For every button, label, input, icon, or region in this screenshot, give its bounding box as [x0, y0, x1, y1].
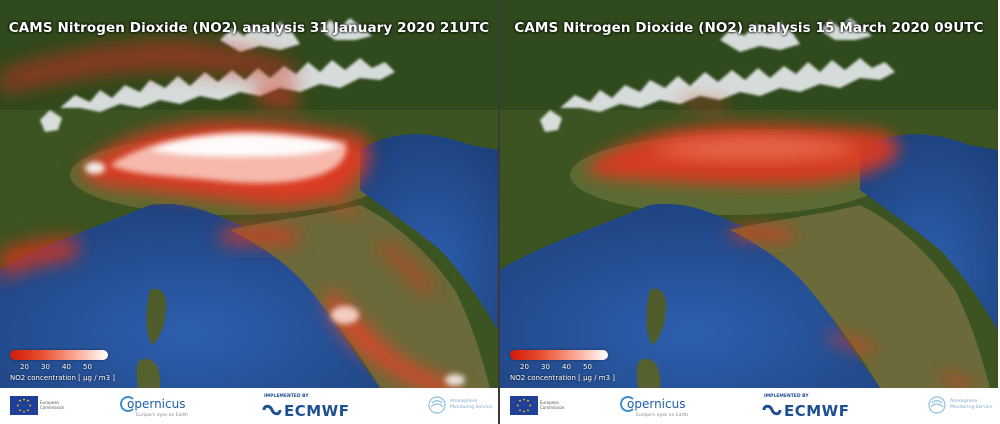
- ecmwf-implemented-by: IMPLEMENTED BY: [764, 394, 809, 399]
- eu-flag-icon: [10, 396, 38, 415]
- cams-swirl-icon: [428, 396, 446, 414]
- legend-tick: 20: [520, 363, 529, 371]
- legend-colorbar: [510, 350, 608, 360]
- legend-tick: 50: [83, 363, 92, 371]
- ecmwf-logo: IMPLEMENTED BY ECMWF: [762, 394, 852, 420]
- cams-swirl-icon: [928, 396, 946, 414]
- legend-tick: 40: [62, 363, 71, 371]
- eu-logo: European Commission: [510, 396, 564, 416]
- legend-label: NO2 concentration [ µg / m3 ]: [510, 374, 616, 382]
- cams-logo-text: Atmosphere Monitoring Service: [450, 399, 493, 410]
- ecmwf-mark-icon: [262, 404, 282, 416]
- legend-label: NO2 concentration [ µg / m3 ]: [10, 374, 116, 382]
- legend-tick: 30: [41, 363, 50, 371]
- legend-tick: 40: [562, 363, 571, 371]
- ecmwf-implemented-by: IMPLEMENTED BY: [264, 394, 309, 399]
- legend-tick: 50: [583, 363, 592, 371]
- map-view: CAMS Nitrogen Dioxide (NO2) analysis 15 …: [500, 0, 998, 388]
- ecmwf-wordmark: ECMWF: [784, 402, 850, 420]
- map-panel-march: CAMS Nitrogen Dioxide (NO2) analysis 15 …: [500, 0, 1000, 424]
- copernicus-logo: opernicus Europe's eyes on Earth: [120, 395, 190, 419]
- cams-logo: Atmosphere Monitoring Service: [928, 394, 996, 420]
- copernicus-logo: opernicus Europe's eyes on Earth: [620, 395, 690, 419]
- legend-colorbar: [10, 350, 108, 360]
- ecmwf-logo: IMPLEMENTED BY ECMWF: [262, 394, 352, 420]
- eu-logo-text: European Commission: [40, 400, 65, 410]
- copernicus-ring-icon: [120, 396, 136, 412]
- copernicus-tagline: Europe's eyes on Earth: [136, 413, 188, 418]
- legend-tick: 30: [541, 363, 550, 371]
- eu-logo-text: European Commission: [540, 400, 565, 410]
- copernicus-ring-icon: [620, 396, 636, 412]
- eu-flag-icon: [510, 396, 538, 415]
- logo-footer: European Commission opernicus Europe's e…: [0, 388, 498, 424]
- copernicus-wordmark: opernicus: [627, 397, 686, 411]
- map-title: CAMS Nitrogen Dioxide (NO2) analysis 31 …: [8, 20, 490, 36]
- cams-logo: Atmosphere Monitoring Service: [428, 394, 496, 420]
- logo-footer: European Commission opernicus Europe's e…: [500, 388, 998, 424]
- map-image: [500, 0, 998, 388]
- map-image: [0, 0, 498, 388]
- cams-logo-text: Atmosphere Monitoring Service: [950, 399, 993, 410]
- copernicus-tagline: Europe's eyes on Earth: [636, 413, 688, 418]
- copernicus-wordmark: opernicus: [127, 397, 186, 411]
- ecmwf-wordmark: ECMWF: [284, 402, 350, 420]
- panel-divider: [498, 0, 500, 424]
- legend-tick: 20: [20, 363, 29, 371]
- map-title: CAMS Nitrogen Dioxide (NO2) analysis 15 …: [514, 20, 984, 36]
- eu-logo: European Commission: [10, 396, 64, 416]
- legend: 20 30 40 50 NO2 concentration [ µg / m3 …: [8, 348, 118, 386]
- legend: 20 30 40 50 NO2 concentration [ µg / m3 …: [508, 348, 618, 386]
- ecmwf-mark-icon: [762, 404, 782, 416]
- map-panel-january: CAMS Nitrogen Dioxide (NO2) analysis 31 …: [0, 0, 498, 424]
- map-view: CAMS Nitrogen Dioxide (NO2) analysis 31 …: [0, 0, 498, 388]
